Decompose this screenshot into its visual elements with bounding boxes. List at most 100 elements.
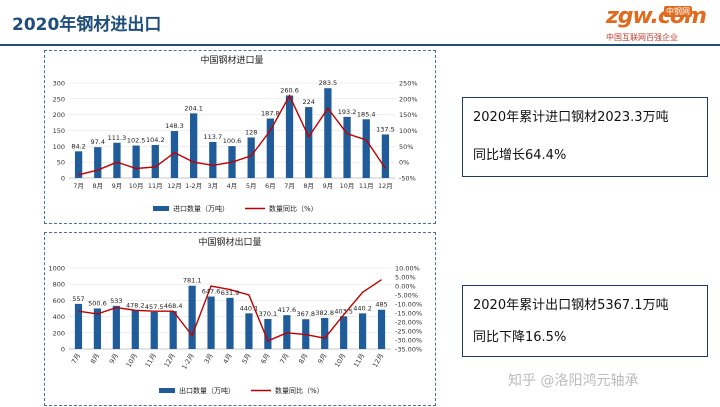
y-right-tick: 0% [399, 159, 409, 167]
export-change: 同比下降16.5% [473, 330, 567, 345]
import-export-bar [94, 147, 102, 178]
import-export-bar [93, 308, 102, 349]
zgw-logo: zgw.com 中钢网 中国互联网百强企业 [602, 4, 710, 44]
x-tick-label: 3月 [203, 352, 215, 365]
import-export-bar [264, 319, 272, 349]
x-tick-label: 1-2月 [185, 182, 202, 190]
bar-data-label: 557 [72, 295, 84, 303]
bar-data-label: 224 [302, 98, 314, 106]
export-summary-box: 2020年累计出口钢材5367.1万吨 同比下降16.5% [462, 285, 708, 357]
bar-data-label: 478.2 [126, 301, 145, 309]
bar-data-label: 111.3 [108, 134, 127, 142]
y-left-tick: 200 [53, 329, 65, 337]
y-left-tick: 800 [53, 281, 65, 289]
legend-bar-swatch [153, 206, 169, 211]
x-tick-label: 12月 [378, 182, 393, 190]
x-tick-label: 5月 [246, 182, 257, 190]
y-right-tick: -10.00% [395, 301, 422, 309]
logo-tagline: 中国互联网百强企业 [606, 33, 678, 42]
logo-badge: 中钢网 [664, 6, 692, 17]
y-left-tick: 1000 [48, 265, 65, 273]
header-divider [0, 44, 720, 46]
x-tick-label: 6月 [259, 352, 271, 365]
bar-data-label: 468.4 [164, 302, 183, 310]
x-tick-label: 10月 [129, 182, 144, 190]
import-export-bar [169, 311, 177, 349]
yoy-line [78, 94, 386, 176]
import-export-bar [132, 145, 140, 178]
import-total: 2020年累计进口钢材2023.3万吨 [473, 110, 669, 125]
y-left-tick: 100 [53, 143, 65, 151]
import-export-bar [131, 310, 139, 349]
y-left-tick: 0 [61, 175, 65, 183]
bar-data-label: 187.8 [261, 110, 280, 118]
x-tick-label: 12月 [371, 352, 385, 369]
bar-data-label: 148.3 [165, 122, 184, 130]
legend-bar-label: 出口数量（万吨） [179, 386, 235, 395]
import-export-bar [247, 137, 255, 178]
import-export-bar [285, 95, 294, 178]
bar-data-label: 84.2 [71, 142, 85, 150]
y-right-tick: -25.00% [395, 328, 422, 336]
import-export-bar [74, 303, 83, 349]
export-chart-panel: 中国钢材出口量 0 200 400 600 800 1000 -35.00% -30.00% -2… [44, 232, 436, 406]
y-left-tick: 200 [53, 111, 65, 119]
y-left-tick: 0 [61, 346, 65, 354]
import-export-bar [340, 316, 348, 349]
bar-data-label: 647.6 [202, 288, 221, 296]
bar-data-label: 128 [245, 128, 257, 136]
bar-data-label: 417.6 [278, 306, 297, 314]
import-export-bar [170, 131, 179, 178]
x-tick-label: 7月 [73, 182, 84, 190]
page-title: 2020年钢材进出口 [12, 15, 162, 35]
y-right-tick: 100% [399, 127, 418, 135]
x-tick-label: 12月 [163, 352, 177, 369]
legend-bar-swatch [159, 388, 175, 393]
bar-data-label: 204.1 [184, 104, 203, 112]
x-tick-label: 9月 [316, 352, 328, 365]
bar-data-label: 440.1 [240, 304, 259, 312]
import-export-bar [113, 142, 121, 178]
bar-data-label: 440.2 [353, 304, 372, 312]
y-right-tick: 200% [399, 95, 418, 103]
import-export-bar [343, 116, 351, 178]
y-left-tick: 250 [53, 95, 65, 103]
legend-bar-label: 进口数量（万吨） [173, 204, 229, 213]
import-export-bar [74, 151, 83, 178]
bar-data-label: 457.5 [145, 303, 164, 311]
y-right-tick: 5.00% [395, 274, 416, 282]
bar-data-label: 185.4 [357, 110, 376, 118]
bar-data-label: 283.5 [319, 79, 338, 87]
y-left-tick: 50 [57, 159, 65, 167]
import-export-bar [362, 119, 370, 178]
import-export-bar [245, 313, 253, 349]
bar-data-label: 631.9 [221, 289, 240, 297]
import-export-bar [321, 317, 329, 349]
y-left-tick: 600 [53, 297, 65, 305]
bar-data-label: 113.7 [204, 133, 223, 141]
bar-data-label: 367.8 [296, 310, 315, 318]
legend-line-label: 数量同比（%） [275, 386, 324, 395]
bar-data-label: 193.2 [338, 108, 357, 116]
y-right-tick: -5.00% [395, 292, 418, 300]
bar-data-label: 260.6 [280, 86, 299, 94]
x-tick-label: 6月 [265, 182, 276, 190]
import-export-bar [324, 88, 332, 178]
bar-data-label: 500.6 [88, 299, 107, 307]
x-tick-label: 9月 [112, 182, 123, 190]
import-summary-box: 2020年累计进口钢材2023.3万吨 同比增长64.4% [462, 97, 708, 177]
import-export-bar [358, 313, 367, 349]
x-tick-label: 9月 [323, 182, 334, 190]
bar-data-label: 137.5 [376, 125, 395, 133]
import-chart-panel: 中国钢材进口量 0 50 100 150 200 250 300 -50% 0% 50% 100% 15… [44, 50, 436, 224]
y-right-tick: -30.00% [395, 337, 422, 345]
import-growth: 同比增长64.4% [473, 148, 567, 163]
x-tick-label: 7月 [284, 182, 295, 190]
chart-title: 中国钢材出口量 [198, 236, 261, 248]
x-tick-label: 3月 [208, 182, 219, 190]
export-total: 2020年累计出口钢材5367.1万吨 [473, 298, 669, 313]
bar-data-label: 102.5 [127, 137, 146, 145]
import-export-bar [266, 118, 274, 178]
bar-data-label: 781.1 [183, 277, 202, 285]
import-export-bar [283, 315, 291, 349]
